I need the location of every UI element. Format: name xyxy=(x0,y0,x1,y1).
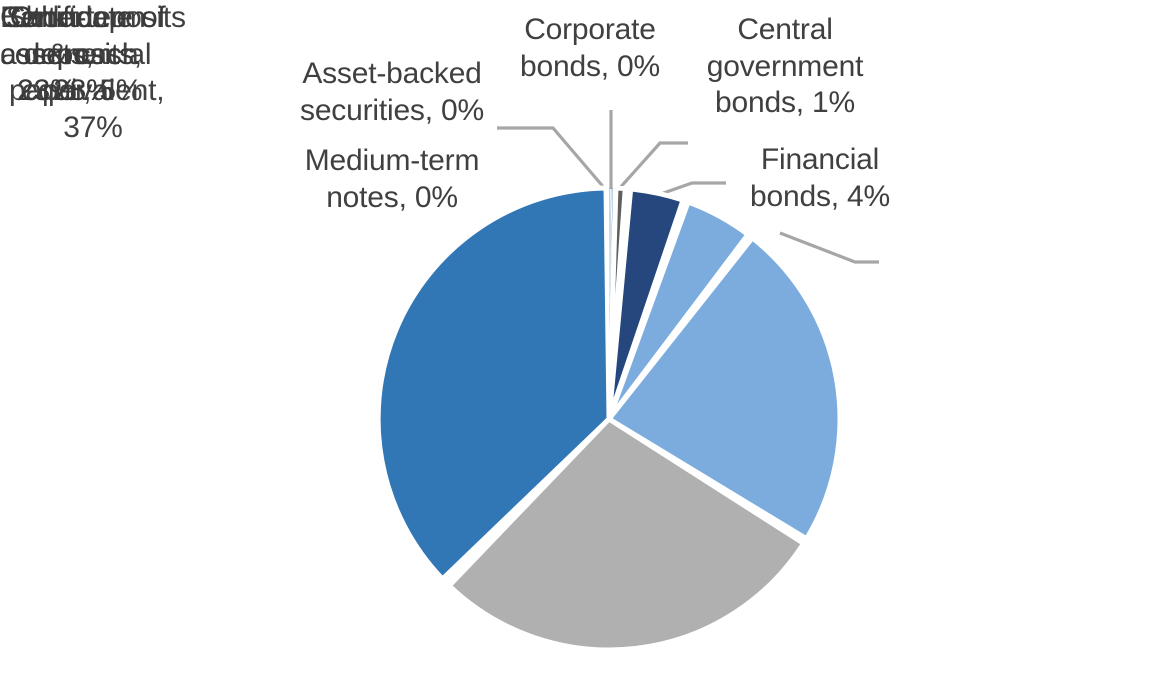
pie-slice-short-term-commercial-paper[interactable] xyxy=(606,199,751,422)
slice-label-asset-backed-securities: Asset-backed securities, 0% xyxy=(300,57,484,127)
leader-line-short-term-paper xyxy=(779,231,879,264)
pie-slices xyxy=(375,185,843,653)
leader-line-financial-bonds xyxy=(654,181,726,198)
slice-label-corporate-bonds: Corporate bonds, 0% xyxy=(520,13,660,83)
slice-label-central-government-bonds: Central government bonds, 1% xyxy=(706,13,864,120)
leader-line-asset-backed xyxy=(497,126,608,192)
slice-label-other-assets: Other assets, 23% xyxy=(0,1,94,108)
pie-slice-certificate-of-deposits[interactable] xyxy=(446,416,807,653)
slice-label-medium-term-notes: Medium-term notes, 0% xyxy=(304,144,480,214)
leader-lines xyxy=(497,110,879,264)
slice-label-financial-bonds: Financial bonds, 4% xyxy=(750,143,890,213)
slice-label-certificate-of-deposits: Certificate of deposits, 28% xyxy=(0,1,166,108)
pie-slice-bank-deposits[interactable] xyxy=(375,185,612,582)
slice-label-short-term-commercial-paper: Short-term commercial paper, 5% xyxy=(0,1,152,108)
leader-line-central-government xyxy=(616,141,688,192)
slice-label-bank-deposits-cash-equivalent: Bank deposits & cash equivalent, 37% xyxy=(0,1,186,144)
pie-slice-other-assets[interactable] xyxy=(606,235,843,542)
